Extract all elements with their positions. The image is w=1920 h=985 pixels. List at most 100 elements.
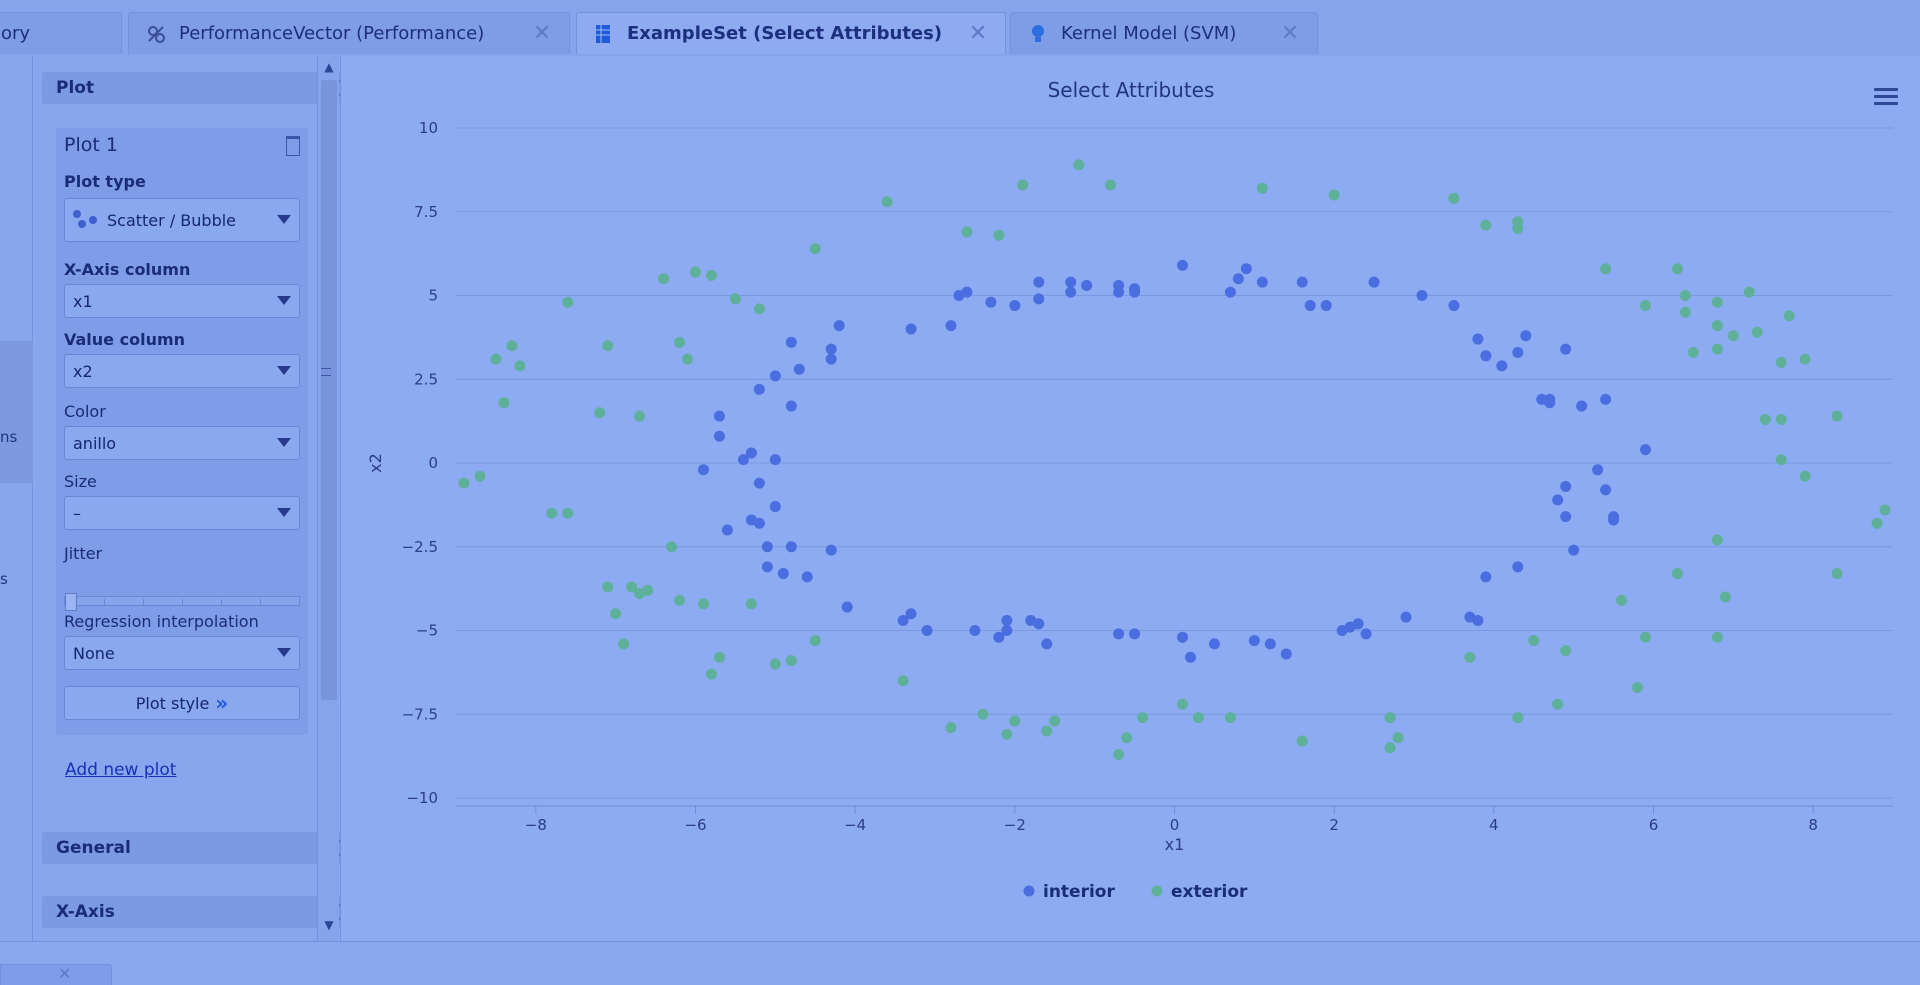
interior-point (1081, 279, 1093, 291)
chevron-down-icon (277, 366, 291, 375)
bottom-tab[interactable] (0, 964, 112, 985)
regression-select[interactable]: None (64, 636, 300, 670)
exterior-point (1632, 681, 1644, 693)
color-label: Color (64, 402, 106, 421)
section-title: X-Axis (56, 902, 115, 922)
side-label-fragment: s (0, 570, 8, 588)
interior-point (721, 524, 733, 536)
scroll-up-icon[interactable]: ▲ (324, 60, 334, 74)
tab-repository[interactable]: ory (0, 12, 122, 54)
exterior-point (602, 340, 614, 352)
interior-point (1065, 276, 1077, 288)
interior-point (1600, 393, 1612, 405)
exterior-point (1448, 192, 1460, 204)
section-title: General (56, 838, 131, 858)
interior-point (841, 601, 853, 613)
exterior-point (626, 581, 638, 593)
regression-value: None (73, 643, 115, 663)
interior-point (825, 353, 837, 365)
interior-point (1001, 625, 1013, 636)
x-tick-label: 6 (1649, 816, 1659, 834)
exterior-point (1775, 454, 1787, 466)
grip-icon (321, 368, 331, 376)
selected-side-item[interactable] (0, 341, 33, 483)
plot-type-label: Plot type (64, 172, 146, 191)
exterior-point (881, 196, 893, 208)
tab-kernel-model[interactable]: Kernel Model (SVM) ✕ (1010, 12, 1318, 54)
interior-point (1304, 300, 1316, 312)
chevron-down-icon (277, 296, 291, 305)
scatter-plot: −10 −7.5 −5 −2.5 0 2.5 5 7.5 10 −8 −6 −4 −2 0 2 4 6 8 x1 x2… (366, 119, 1893, 902)
exterior-point (682, 353, 694, 365)
exterior-point (1384, 712, 1396, 724)
exterior-point (993, 229, 1005, 241)
plot-config-panel: Plot ︽ Plot 1 Plot type Scatter / Bubble… (34, 56, 347, 941)
legend-label: interior (1043, 882, 1115, 902)
panel-scrollbar[interactable]: ▲ ▼ (317, 56, 339, 941)
exterior-point (961, 226, 973, 238)
section-plot-header[interactable]: Plot ︽ (42, 72, 347, 104)
chevron-down-icon (277, 438, 291, 447)
exterior-point (1552, 698, 1564, 710)
size-select[interactable]: – (64, 496, 300, 530)
exterior-point (1775, 357, 1787, 368)
interior-point (769, 370, 781, 382)
section-xaxis-header[interactable]: X-Axis ︾ (42, 896, 347, 928)
section-general-header[interactable]: General ︾ (42, 832, 347, 864)
exterior-point (1113, 748, 1125, 760)
interior-point (1176, 631, 1188, 643)
close-icon[interactable]: ✕ (532, 21, 552, 46)
trash-icon[interactable] (286, 136, 300, 156)
exterior-point (1328, 189, 1340, 201)
hamburger-menu-icon[interactable] (1874, 88, 1898, 106)
jitter-slider[interactable] (64, 593, 300, 611)
close-icon[interactable]: ✕ (1280, 21, 1300, 46)
interior-point (785, 541, 797, 553)
interior-point (1560, 343, 1572, 355)
exterior-point (658, 273, 670, 285)
scrollbar-thumb[interactable] (321, 80, 337, 700)
exterior-point (1743, 286, 1755, 298)
exterior-point (1640, 300, 1652, 312)
chevron-down-icon (277, 508, 291, 517)
x-tick-label: −4 (844, 816, 866, 834)
interior-point (769, 454, 781, 466)
x-axis-select[interactable]: x1 (64, 284, 300, 318)
interior-point (697, 464, 709, 476)
color-select[interactable]: anillo (64, 426, 300, 460)
exterior-point (697, 598, 709, 610)
scroll-down-icon[interactable]: ▼ (324, 918, 334, 932)
exterior-point (1560, 645, 1572, 657)
y-tick-label: 2.5 (414, 370, 438, 388)
x-tick-label: −6 (684, 816, 706, 834)
exterior-point (1049, 715, 1061, 727)
exterior-point (1600, 263, 1612, 275)
tab-exampleset[interactable]: ExampleSet (Select Attributes) ✕ (576, 12, 1006, 54)
exterior-point (769, 658, 781, 670)
interior-point (1129, 628, 1141, 640)
interior-point (1480, 571, 1492, 583)
exterior-point (753, 303, 765, 315)
y-tick-label: 7.5 (414, 203, 438, 221)
interior-point (761, 561, 773, 573)
interior-point (713, 410, 725, 422)
exterior-point (1073, 159, 1085, 171)
exterior-point (1296, 735, 1308, 747)
jitter-slider-thumb[interactable] (65, 593, 77, 611)
interior-point (1129, 283, 1141, 295)
y-axis-label: x2 (366, 453, 385, 473)
tab-performance-vector[interactable]: PerformanceVector (Performance) ✕ (128, 12, 570, 54)
add-new-plot-link[interactable]: Add new plot (65, 760, 177, 780)
exterior-point (594, 407, 606, 419)
exterior-point (1711, 320, 1723, 332)
close-icon[interactable]: ✕ (968, 21, 988, 46)
section-title: Plot (56, 78, 95, 98)
plot-style-button[interactable]: Plot style » (64, 686, 300, 720)
value-column-select[interactable]: x2 (64, 354, 300, 388)
exterior-point (1224, 712, 1236, 724)
interior-point (1320, 300, 1332, 312)
exterior-point (666, 541, 678, 553)
close-icon[interactable]: ✕ (58, 964, 72, 983)
exterior-point (1017, 179, 1029, 191)
plot-type-select[interactable]: Scatter / Bubble (64, 198, 300, 242)
